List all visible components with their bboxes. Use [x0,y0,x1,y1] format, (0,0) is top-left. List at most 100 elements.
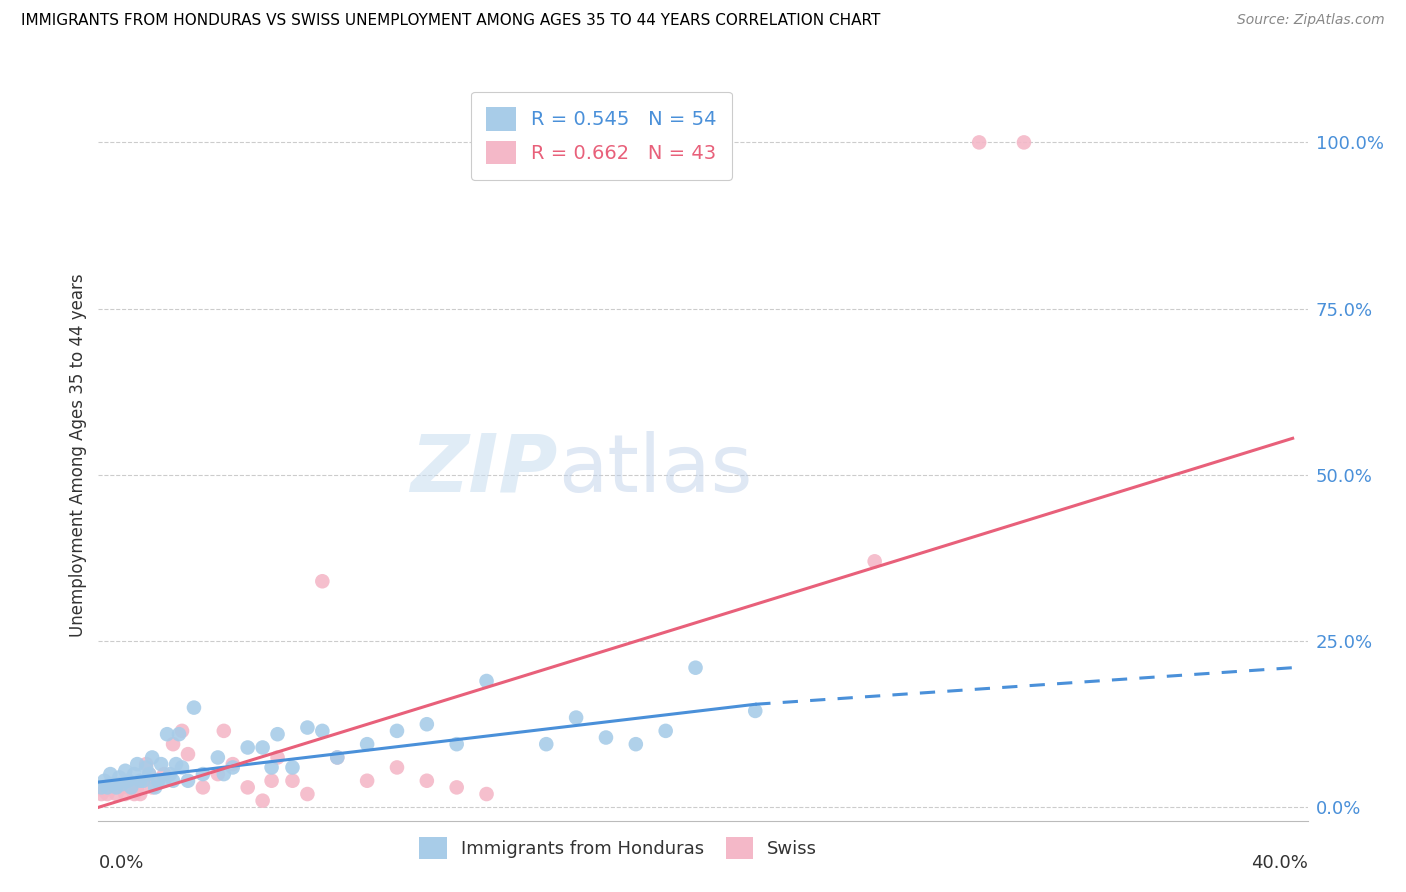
Point [326,750,349,764]
Point [170,723,193,738]
Point [222,757,245,772]
Point [236,740,259,755]
Point [141,750,163,764]
Point [252,794,274,808]
Point [170,760,193,774]
Point [129,773,152,788]
Point [177,747,200,761]
Point [138,767,160,781]
Text: atlas: atlas [558,431,752,508]
Point [266,727,288,741]
Point [191,780,214,795]
Point [156,727,179,741]
Point [212,767,235,781]
Point [385,760,408,774]
Point [191,767,214,781]
Point [127,780,149,795]
Point [1012,136,1035,150]
Point [212,723,235,738]
Point [120,780,142,795]
Point [416,773,439,788]
Point [297,787,319,801]
Point [103,780,125,795]
Point [281,773,304,788]
Point [117,773,139,788]
Point [146,773,169,788]
Text: IMMIGRANTS FROM HONDURAS VS SWISS UNEMPLOYMENT AMONG AGES 35 TO 44 YEARS CORRELA: IMMIGRANTS FROM HONDURAS VS SWISS UNEMPL… [21,13,880,29]
Point [141,780,163,795]
Point [105,787,128,801]
Point [114,787,136,801]
Point [108,771,131,785]
Point [153,767,176,781]
Text: Source: ZipAtlas.com: Source: ZipAtlas.com [1237,13,1385,28]
Point [162,773,184,788]
Point [96,780,118,795]
Point [111,777,134,791]
Point [222,760,245,774]
Point [207,750,229,764]
Point [967,136,990,150]
Point [475,673,498,688]
Point [111,780,134,795]
Point [98,777,121,791]
Point [326,750,349,764]
Point [143,780,166,795]
Point [90,787,112,801]
Point [159,767,181,781]
Point [114,764,136,778]
Point [96,787,118,801]
Point [475,787,498,801]
Legend: Immigrants from Honduras, Swiss: Immigrants from Honduras, Swiss [412,830,824,866]
Point [135,757,157,772]
Point [122,767,145,781]
Point [108,777,131,791]
Point [138,767,160,781]
Point [105,780,128,795]
Text: 40.0%: 40.0% [1251,854,1308,871]
Point [98,767,121,781]
Point [416,717,439,731]
Point [132,773,155,788]
Point [252,740,274,755]
Text: 0.0%: 0.0% [98,854,143,871]
Point [177,773,200,788]
Point [153,773,176,788]
Point [654,723,676,738]
Point [446,737,468,751]
Point [93,773,115,788]
Point [311,574,333,589]
Point [260,773,283,788]
Point [132,773,155,788]
Point [117,780,139,795]
Point [122,787,145,801]
Point [446,780,468,795]
Point [863,554,886,568]
Point [150,757,173,772]
Point [146,773,169,788]
Point [281,760,304,774]
Point [356,737,378,751]
Point [536,737,558,751]
Point [103,777,125,791]
Point [207,767,229,781]
Point [311,723,333,738]
Point [93,783,115,797]
Point [565,710,588,724]
Point [129,787,152,801]
Point [165,757,187,772]
Point [162,737,184,751]
Y-axis label: Unemployment Among Ages 35 to 44 years: Unemployment Among Ages 35 to 44 years [69,273,87,637]
Point [183,700,205,714]
Point [127,757,149,772]
Point [744,704,766,718]
Point [624,737,647,751]
Point [90,780,112,795]
Point [385,723,408,738]
Point [266,750,288,764]
Point [260,760,283,774]
Point [236,780,259,795]
Point [120,777,142,791]
Point [356,773,378,788]
Point [685,661,707,675]
